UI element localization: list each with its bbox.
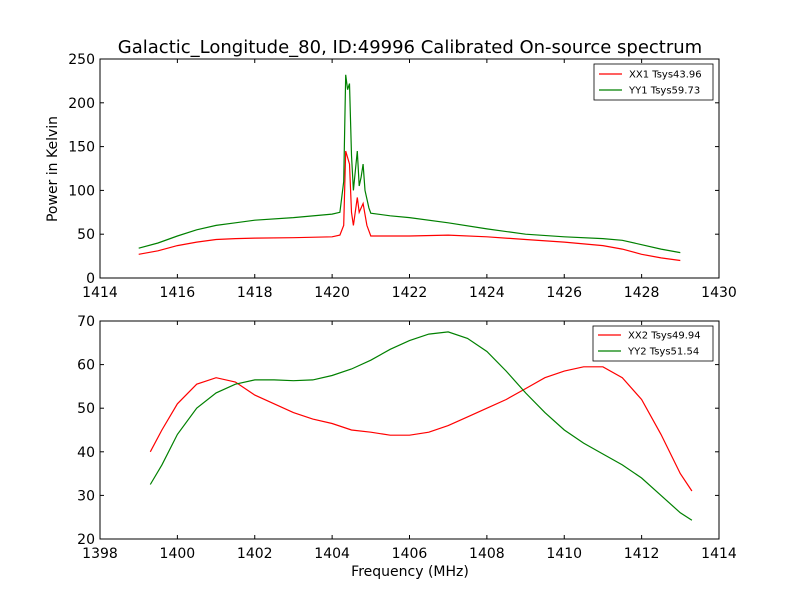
bottom-legend-box <box>592 325 714 362</box>
bottom-x-tick-label-1414: 1414 <box>701 546 737 562</box>
top-chart-title: Galactic_Longitude_80, ID:49996 Calibrat… <box>118 37 702 58</box>
top-x-tick-label-1424: 1424 <box>469 285 505 301</box>
bottom-x-tick-label-1408: 1408 <box>469 546 505 562</box>
bottom-series-xx2-line <box>149 366 693 492</box>
top-legend-xx1-label: XX1 Tsys43.96 <box>629 70 702 81</box>
bottom-ticks: 1398 1400 1402 1404 1406 1408 1410 1412 1414 20 30… <box>77 314 737 562</box>
top-x-tick-label-1416: 1416 <box>160 285 196 301</box>
bottom-series-group <box>149 331 693 521</box>
bottom-x-tick-label-1400: 1400 <box>160 546 196 562</box>
top-x-tick-label-1418: 1418 <box>237 285 273 301</box>
top-series-xx1-line <box>138 150 681 262</box>
bottom-x-tick-label-1410: 1410 <box>546 546 582 562</box>
top-y-tick-label-100: 100 <box>68 183 95 199</box>
top-y-tick-label-250: 250 <box>68 52 95 68</box>
top-x-tick-label-1430: 1430 <box>701 285 737 301</box>
top-legend-box <box>593 63 714 101</box>
top-y-tick-label-200: 200 <box>68 96 95 112</box>
top-x-tick-label-1428: 1428 <box>624 285 660 301</box>
top-x-tick-label-1426: 1426 <box>546 285 582 301</box>
bottom-plot-frame <box>99 320 720 540</box>
bottom-x-axis-label: Frequency (MHz) <box>351 564 469 580</box>
bottom-x-tick-label-1398: 1398 <box>82 546 118 562</box>
top-series-group <box>138 74 681 262</box>
top-x-tick-label-1414: 1414 <box>82 285 118 301</box>
bottom-y-tick-label-70: 70 <box>77 314 95 330</box>
top-x-tick-label-1420: 1420 <box>314 285 350 301</box>
top-y-tick-label-0: 0 <box>86 271 95 287</box>
top-x-tick-label-1422: 1422 <box>392 285 428 301</box>
bottom-y-tick-label-30: 30 <box>77 488 95 504</box>
top-y-tick-label-50: 50 <box>77 227 95 243</box>
bottom-subplot: Frequency (MHz) 1398 1400 1402 1404 1406 1408… <box>77 314 737 580</box>
top-y-axis-label: Power in Kelvin <box>45 116 61 222</box>
bottom-x-tick-label-1412: 1412 <box>624 546 660 562</box>
top-y-tick-label-150: 150 <box>68 140 95 156</box>
bottom-legend-xx2-label: XX2 Tsys49.94 <box>628 331 701 342</box>
top-series-yy1-line <box>138 74 681 254</box>
bottom-y-tick-label-20: 20 <box>77 532 95 548</box>
bottom-series-yy2-line <box>149 331 693 521</box>
bottom-y-tick-label-50: 50 <box>77 401 95 417</box>
top-legend: XX1 Tsys43.96 YY1 Tsys59.73 <box>593 63 714 101</box>
top-legend-yy1-label: YY1 Tsys59.73 <box>628 86 700 97</box>
bottom-legend-yy2-label: YY2 Tsys51.54 <box>627 347 699 358</box>
bottom-x-tick-label-1406: 1406 <box>392 546 428 562</box>
bottom-x-tick-label-1404: 1404 <box>314 546 350 562</box>
bottom-y-tick-label-40: 40 <box>77 445 95 461</box>
bottom-legend: XX2 Tsys49.94 YY2 Tsys51.54 <box>592 325 714 362</box>
top-ticks: 1414 1416 1418 1420 1422 1424 1426 1428 1430 0 50 1… <box>68 52 737 301</box>
bottom-x-tick-label-1402: 1402 <box>237 546 273 562</box>
top-plot-frame <box>99 58 720 279</box>
top-subplot: Galactic_Longitude_80, ID:49996 Calibrat… <box>45 37 737 301</box>
bottom-y-tick-label-60: 60 <box>77 358 95 374</box>
